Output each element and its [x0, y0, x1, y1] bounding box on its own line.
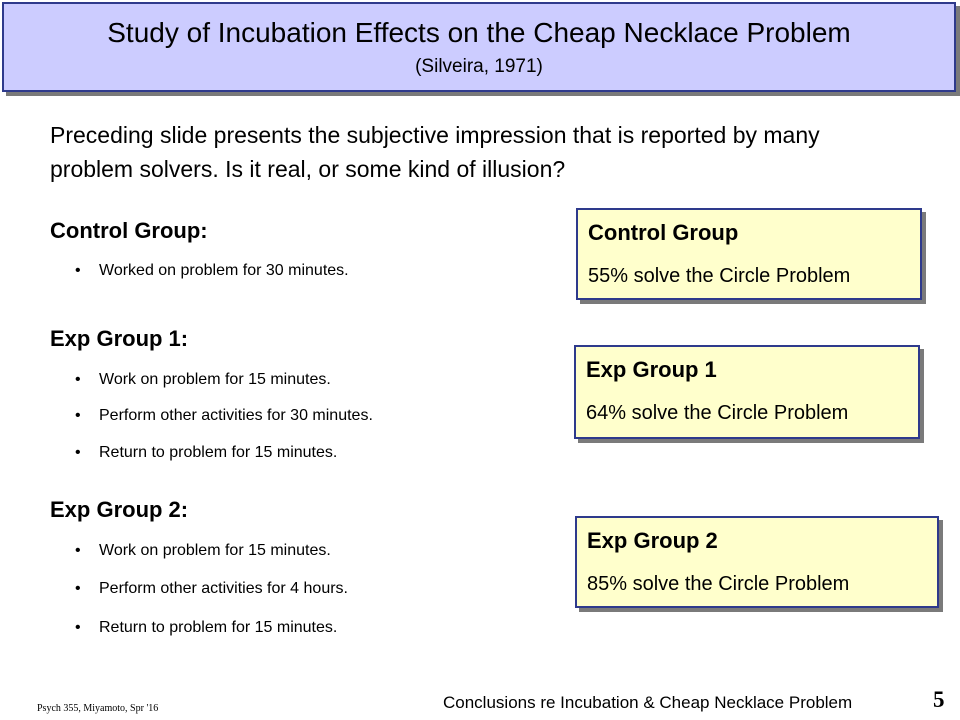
bullet-text: Return to problem for 15 minutes. — [99, 444, 338, 461]
footer-course: Psych 355, Miyamoto, Spr '16 — [37, 703, 159, 714]
intro-paragraph: Preceding slide presents the subjective … — [50, 122, 820, 182]
result-title: Exp Group 1 — [586, 357, 717, 382]
bullet-text: Work on problem for 15 minutes. — [99, 542, 331, 559]
bullet-text: Perform other activities for 30 minutes. — [99, 407, 373, 424]
bullet-glyph: • — [75, 371, 81, 388]
result-title: Control Group — [588, 220, 739, 245]
bullet-glyph: • — [75, 619, 81, 636]
bullet-text: Perform other activities for 4 hours. — [99, 580, 348, 597]
bullet-glyph: • — [75, 262, 81, 279]
slide-title: Study of Incubation Effects on the Cheap… — [107, 17, 851, 48]
bullet-glyph: • — [75, 580, 81, 597]
bullet-glyph: • — [75, 542, 81, 559]
result-stat: 55% solve the Circle Problem — [588, 265, 851, 287]
bullet-text: Worked on problem for 30 minutes. — [99, 262, 349, 279]
title-banner: Study of Incubation Effects on the Cheap… — [2, 2, 956, 92]
result-title: Exp Group 2 — [587, 528, 718, 553]
page-number: 5 — [933, 687, 945, 712]
control-group-heading: Control Group: — [50, 218, 208, 243]
footer-caption: Conclusions re Incubation & Cheap Neckla… — [443, 693, 853, 712]
exp-group-1-heading: Exp Group 1: — [50, 326, 189, 351]
exp-group-1-result-box: Exp Group 1 64% solve the Circle Problem — [574, 345, 920, 439]
bullet-text: Return to problem for 15 minutes. — [99, 619, 338, 636]
result-stat: 85% solve the Circle Problem — [587, 573, 850, 595]
exp-group-2-heading: Exp Group 2: — [50, 497, 189, 522]
exp-group-2-result-box: Exp Group 2 85% solve the Circle Problem — [575, 516, 939, 608]
slide-citation: (Silveira, 1971) — [415, 56, 543, 77]
bullet-glyph: • — [75, 407, 81, 424]
result-stat: 64% solve the Circle Problem — [586, 402, 849, 424]
control-group-result-box: Control Group 55% solve the Circle Probl… — [576, 208, 922, 300]
bullet-text: Work on problem for 15 minutes. — [99, 371, 331, 388]
bullet-glyph: • — [75, 444, 81, 461]
